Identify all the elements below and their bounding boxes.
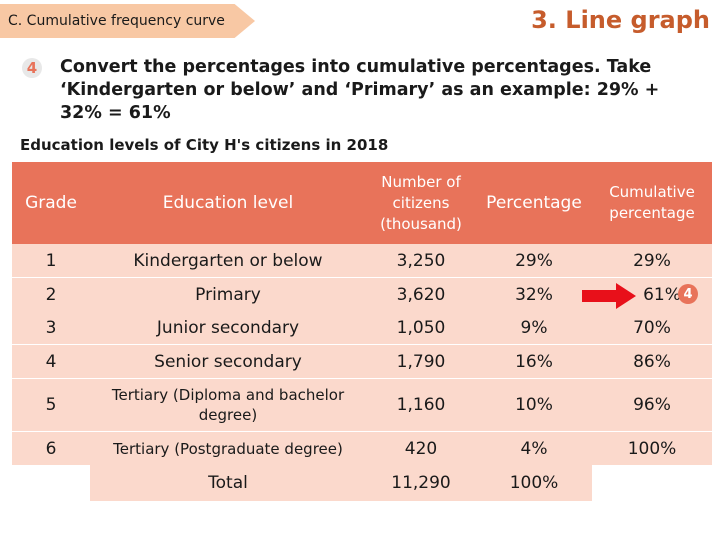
table-header-row: Grade Education level Number of citizens… — [12, 162, 712, 244]
cell-total-citizens: 11,290 — [366, 465, 476, 501]
cell-percentage: 10% — [476, 378, 592, 432]
cell-citizens: 1,790 — [366, 344, 476, 379]
step-four-badge: 4 — [678, 284, 698, 304]
cell-empty — [12, 465, 90, 501]
table-caption: Education levels of City H's citizens in… — [20, 136, 389, 154]
arrow-right-icon — [582, 283, 636, 309]
cell-grade: 4 — [12, 344, 90, 379]
cell-cumulative: 70% — [592, 311, 712, 345]
cell-citizens: 3,250 — [366, 244, 476, 278]
table-row: 3 Junior secondary 1,050 9% 70% — [12, 311, 712, 345]
cell-level: Senior secondary — [90, 344, 366, 379]
cell-percentage: 9% — [476, 311, 592, 345]
section-tab-label: C. Cumulative frequency curve — [8, 13, 225, 29]
slide-title: 3. Line graph — [531, 6, 710, 34]
education-table-wrap: Grade Education level Number of citizens… — [12, 162, 712, 501]
cell-citizens: 1,050 — [366, 311, 476, 345]
cell-cumulative: 100% — [592, 431, 712, 465]
cell-level: Junior secondary — [90, 311, 366, 345]
cell-percentage: 16% — [476, 344, 592, 379]
header-citizens: Number of citizens (thousand) — [366, 162, 476, 244]
cell-total-percentage: 100% — [476, 465, 592, 501]
cell-percentage: 29% — [476, 244, 592, 278]
cell-percentage-value: 32% — [515, 284, 553, 305]
cell-level: Primary — [90, 277, 366, 311]
cell-cumulative: 61% 4 — [582, 277, 712, 311]
table-row: 5 Tertiary (Diploma and bachelor degree)… — [12, 378, 712, 432]
table-row: 4 Senior secondary 1,790 16% 86% — [12, 344, 712, 379]
cell-percentage: 4% — [476, 431, 592, 465]
header-cumulative: Cumulative percentage — [592, 162, 712, 244]
cell-empty — [592, 465, 712, 501]
cell-cumulative: 86% — [592, 344, 712, 379]
cell-cumulative: 96% — [592, 378, 712, 432]
section-tab: C. Cumulative frequency curve — [0, 4, 255, 38]
header-grade: Grade — [12, 162, 90, 244]
cell-grade: 2 — [12, 277, 90, 311]
education-table: Grade Education level Number of citizens… — [12, 162, 712, 501]
instruction: 4 Convert the percentages into cumulativ… — [22, 56, 702, 125]
cell-citizens: 1,160 — [366, 378, 476, 432]
cell-cumulative: 29% — [592, 244, 712, 278]
table-row: 2 Primary 3,620 32% 61% 4 — [12, 277, 712, 311]
table-row: 1 Kindergarten or below 3,250 29% 29% — [12, 244, 712, 278]
table-total-row: Total 11,290 100% — [12, 465, 712, 501]
cell-grade: 6 — [12, 431, 90, 465]
cell-level: Tertiary (Diploma and bachelor degree) — [90, 378, 366, 432]
header-percentage: Percentage — [476, 162, 592, 244]
cell-total-label: Total — [90, 465, 366, 501]
cell-grade: 1 — [12, 244, 90, 278]
table-row: 6 Tertiary (Postgraduate degree) 420 4% … — [12, 431, 712, 465]
cell-cumulative-value: 61% — [643, 284, 681, 305]
cell-citizens: 420 — [366, 431, 476, 465]
header-education-level: Education level — [90, 162, 366, 244]
cell-grade: 3 — [12, 311, 90, 345]
cell-level: Tertiary (Postgraduate degree) — [90, 431, 366, 465]
instruction-text: Convert the percentages into cumulative … — [60, 57, 660, 123]
step-number-badge: 4 — [22, 58, 42, 78]
cell-level: Kindergarten or below — [90, 244, 366, 278]
cell-grade: 5 — [12, 378, 90, 432]
cell-citizens: 3,620 — [366, 277, 476, 311]
cell-percentage: 32% — [476, 277, 592, 311]
